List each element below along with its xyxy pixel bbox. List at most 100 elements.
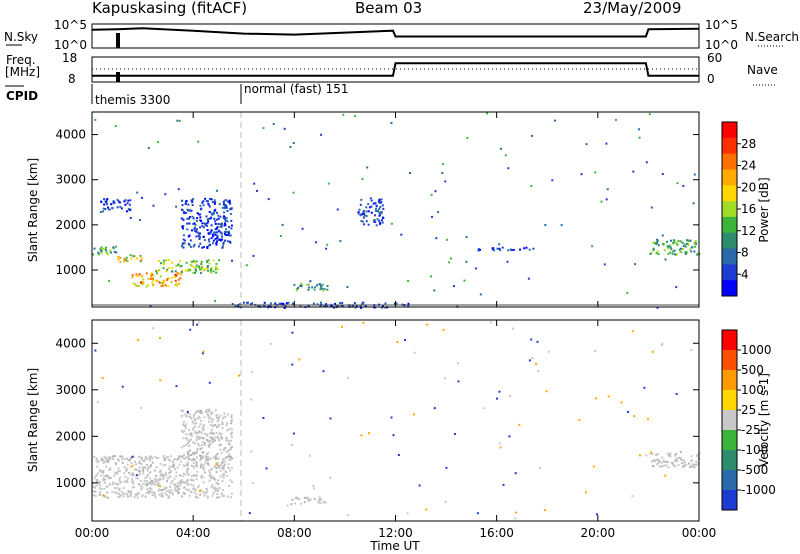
velocity-cell (218, 432, 221, 435)
velocity-cell (265, 467, 268, 470)
velocity-cell (498, 442, 501, 445)
power-cell (667, 247, 670, 250)
velocity-cell (138, 455, 141, 458)
power-cell (652, 249, 655, 252)
velocity-cell (150, 483, 153, 486)
velocity-cell (185, 444, 187, 446)
velocity-cell (221, 423, 224, 426)
velocity-cell (155, 480, 157, 483)
power-cell (477, 249, 480, 252)
power-cell (216, 268, 219, 271)
power-cell (101, 248, 104, 251)
velocity-y-tick-label: 3000 (55, 383, 86, 397)
power-cell (184, 239, 186, 242)
power-cell (656, 250, 659, 253)
velocity-cell (228, 453, 230, 456)
power-cell (210, 237, 213, 240)
power-cell (696, 253, 699, 256)
velocity-cell (188, 440, 191, 443)
velocity-cell (171, 460, 174, 463)
velocity-cell (514, 517, 517, 520)
velocity-cell (217, 419, 220, 422)
power-cell (162, 281, 165, 284)
velocity-cell (214, 424, 217, 427)
power-cell (180, 273, 183, 276)
power-cell (362, 211, 365, 214)
power-cell (531, 134, 533, 137)
power-cell (188, 234, 191, 237)
velocity-cell (135, 477, 138, 480)
velocity-cell (631, 330, 634, 333)
velocity-cell (126, 463, 129, 466)
power-cell (138, 273, 141, 276)
power-cell (210, 198, 213, 201)
power-cell (528, 248, 531, 251)
power-cell (675, 286, 678, 289)
velocity-cell (199, 436, 202, 439)
power-colorbar-swatch (722, 248, 737, 265)
velocity-cell (136, 496, 139, 499)
velocity-cell (129, 492, 132, 495)
velocity-cell (216, 464, 219, 467)
velocity-cell (184, 481, 187, 484)
velocity-cell (251, 482, 254, 485)
power-cell (246, 301, 249, 304)
cpid-label: CPID (6, 89, 38, 103)
power-cell (258, 305, 261, 307)
velocity-cell (219, 435, 222, 438)
power-cell (207, 232, 210, 235)
velocity-cell (103, 487, 106, 490)
velocity-cell (205, 408, 208, 411)
velocity-cell (202, 425, 205, 428)
velocity-cell (115, 487, 118, 490)
velocity-cell (196, 417, 199, 420)
power-cell (690, 250, 693, 253)
power-cell (407, 302, 410, 305)
velocity-cell (99, 469, 101, 472)
power-cell (230, 224, 233, 227)
power-cell (212, 235, 215, 238)
power-cell (197, 245, 200, 248)
power-cell (380, 201, 382, 204)
power-cell (357, 211, 360, 214)
velocity-cell (679, 451, 682, 454)
power-cell (229, 208, 231, 211)
velocity-cell (177, 491, 180, 494)
power-cell (168, 277, 171, 280)
power-cell (109, 251, 112, 254)
velocity-cell (158, 488, 161, 491)
velocity-cell (192, 453, 195, 456)
power-cell (316, 284, 319, 287)
power-cell (193, 243, 196, 246)
velocity-cell (126, 457, 129, 460)
velocity-cell (413, 351, 416, 354)
velocity-cell (195, 478, 198, 481)
velocity-cell (149, 465, 152, 468)
power-cell (118, 201, 121, 204)
power-cell (225, 228, 228, 231)
velocity-cell (131, 464, 134, 467)
power-cell (496, 247, 499, 250)
power-cell (551, 179, 554, 182)
power-cell (192, 222, 195, 225)
velocity-cell (215, 482, 218, 484)
power-cell (223, 199, 226, 202)
power-cell (650, 206, 653, 209)
velocity-cell (153, 494, 156, 497)
velocity-cell (203, 442, 206, 445)
velocity-cell (94, 490, 97, 493)
power-cell (216, 189, 218, 192)
velocity-cell (444, 500, 447, 503)
velocity-cell (112, 483, 114, 486)
velocity-colorbar-swatch (722, 410, 737, 431)
velocity-cell (204, 455, 207, 458)
power-colorbar-swatch (722, 169, 737, 186)
power-cell (650, 251, 653, 254)
power-cell (672, 242, 675, 245)
velocity-cell (193, 473, 196, 476)
power-cell (222, 217, 225, 219)
power-cell (634, 263, 637, 266)
power-cell (192, 198, 195, 200)
velocity-cell (661, 456, 664, 459)
power-cell (194, 223, 197, 226)
